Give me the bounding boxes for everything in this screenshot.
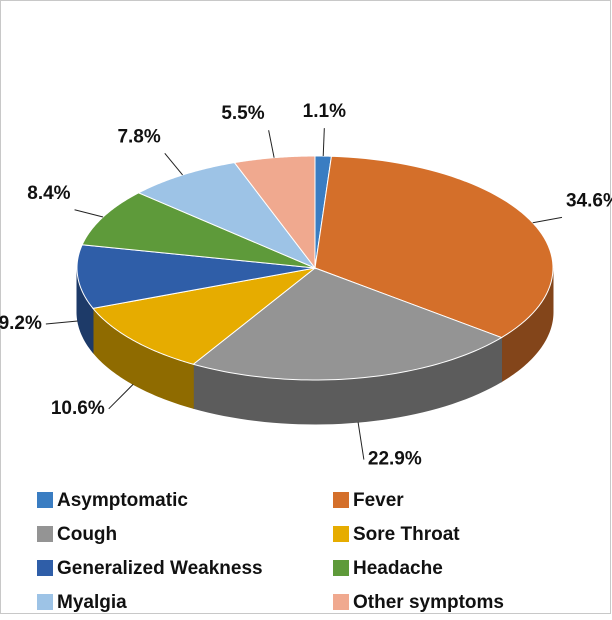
leader-line [74,209,104,218]
leader-line [532,216,563,224]
legend-swatch [37,492,53,508]
legend-label: Myalgia [57,592,127,613]
legend-label: Other symptoms [353,592,504,613]
pie-slice [76,244,316,309]
legend-label: Asymptomatic [57,490,188,511]
legend-swatch [333,526,349,542]
data-label: 7.8% [117,126,160,147]
data-label: 9.2% [0,313,42,334]
pie-slice [314,155,554,339]
data-label: 10.6% [51,398,105,419]
legend-swatch [333,594,349,610]
legend-swatch [333,492,349,508]
legend-label: Sore Throat [353,524,460,545]
leader-line [45,320,78,325]
leader-line [322,128,325,157]
data-label: 1.1% [303,101,346,122]
data-label: 8.4% [27,183,70,204]
legend-label: Fever [353,490,404,511]
legend-label: Generalized Weakness [57,558,263,579]
pie-slice [92,267,316,365]
leader-line [164,153,183,176]
leader-line [108,383,134,410]
legend-swatch [37,526,53,542]
leader-line [268,130,275,158]
legend-swatch [37,594,53,610]
legend-label: Headache [353,558,443,579]
legend-swatch [333,560,349,576]
legend-label: Cough [57,524,117,545]
data-label: 5.5% [221,103,264,124]
legend-swatch [37,560,53,576]
data-label: 22.9% [368,449,422,470]
leader-line [357,422,365,460]
data-label: 34.6% [566,190,612,211]
pie-slice [192,267,503,381]
